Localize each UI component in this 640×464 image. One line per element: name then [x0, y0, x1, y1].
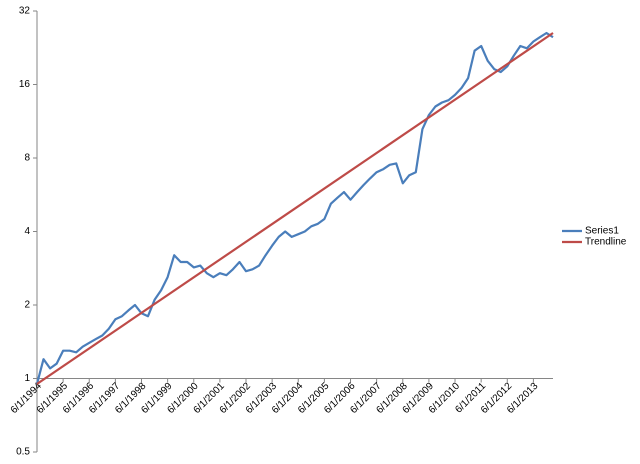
y-tick-label: 1 — [24, 373, 30, 384]
y-tick-label: 0.5 — [16, 447, 30, 458]
y-tick-label: 4 — [24, 226, 30, 237]
trendline — [36, 32, 554, 385]
y-tick-label: 32 — [19, 6, 31, 17]
y-tick-label: 8 — [24, 153, 30, 164]
legend-label: Series1 — [585, 226, 619, 237]
y-tick-label: 16 — [19, 79, 31, 90]
y-tick-label: 2 — [24, 300, 30, 311]
legend-label: Trendline — [585, 237, 627, 248]
series-line — [35, 31, 554, 385]
